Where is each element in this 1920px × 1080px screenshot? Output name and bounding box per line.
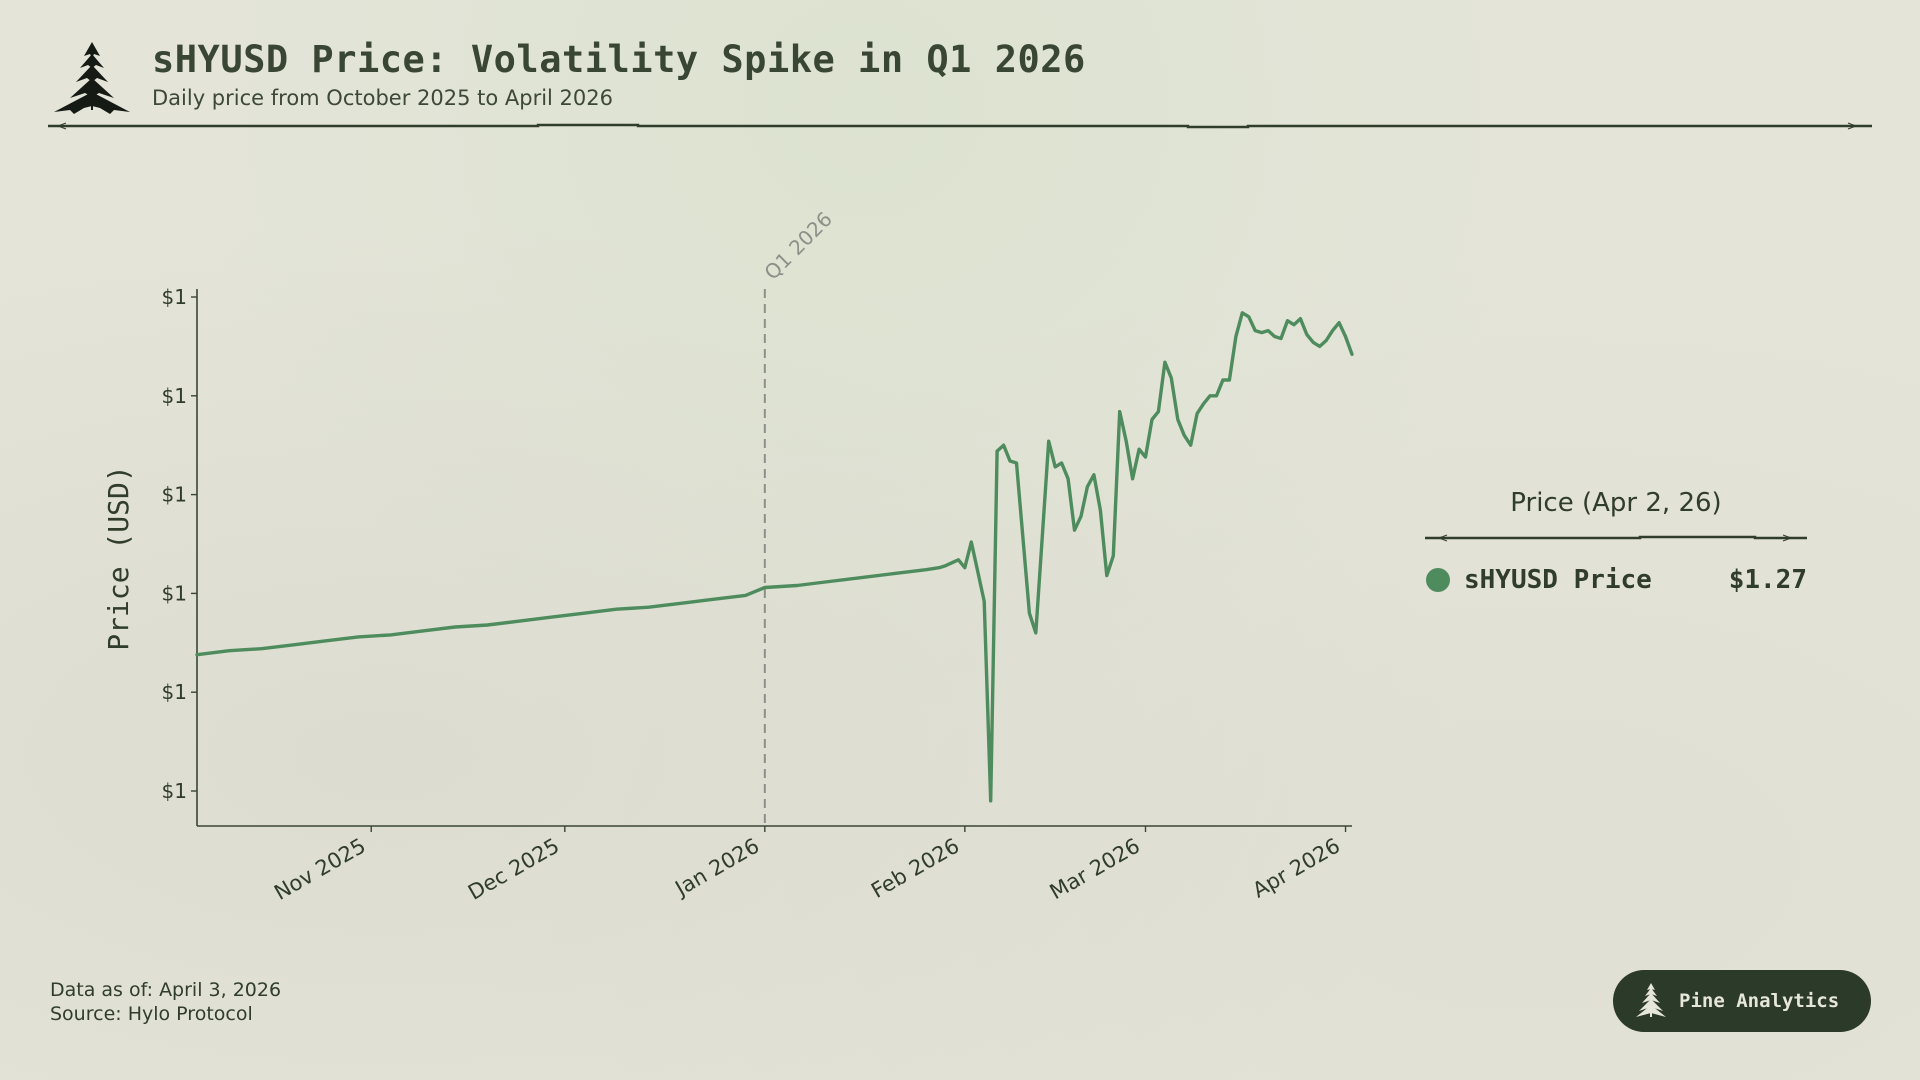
pine-tree-icon [54,42,130,114]
y-axis-label: Price (USD) [102,465,135,650]
y-tick-label: $1 [162,680,187,704]
footer-notes: Data as of: April 3, 2026 Source: Hylo P… [50,978,281,1026]
q1-2026-annotation-label: Q1 2026 [759,207,837,285]
brand-label: Pine Analytics [1679,990,1840,1012]
y-tick-label: $1 [162,581,187,605]
x-tick-label: Dec 2025 [464,834,563,905]
y-tick-label: $1 [162,483,187,507]
y-tick-label: $1 [162,285,187,309]
x-tick-label: Nov 2025 [270,834,370,905]
legend-marker [1426,568,1450,592]
series-line-shyusd-price [195,311,1354,803]
data-as-of-text: Data as of: April 3, 2026 [50,979,282,1001]
legend-title: Price (Apr 2, 26) [1510,488,1722,518]
legend-divider [1425,534,1807,542]
x-tick-label: Jan 2026 [669,834,763,902]
x-tick-label: Mar 2026 [1046,834,1144,905]
chart-subtitle: Daily price from October 2025 to April 2… [152,86,614,110]
legend-label: sHYUSD Price [1464,565,1652,595]
header-divider [48,122,1872,130]
brand-badge: Pine Analytics [1613,970,1871,1032]
legend-item-shyusd: sHYUSD Price $1.27 [1425,562,1807,598]
x-tick-label: Feb 2026 [867,834,963,903]
source-text: Source: Hylo Protocol [50,1003,253,1025]
y-tick-label: $1 [162,779,187,803]
y-tick-label: $1 [162,384,187,408]
x-tick-label: Apr 2026 [1249,834,1345,903]
pine-tree-icon [1636,983,1666,1017]
chart-title: sHYUSD Price: Volatility Spike in Q1 202… [152,38,1086,81]
legend-value: $1.27 [1728,565,1807,595]
